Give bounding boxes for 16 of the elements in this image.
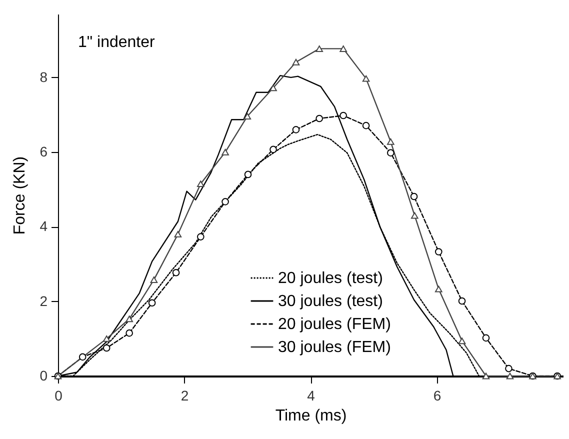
y-tick-label: 0 bbox=[40, 368, 48, 384]
y-tick-label: 6 bbox=[40, 144, 48, 160]
y-tick-label: 8 bbox=[40, 68, 48, 85]
y-axis-title: Force (KN) bbox=[12, 156, 29, 235]
legend-label: 30 joules (FEM) bbox=[278, 339, 391, 356]
legend-label: 20 joules (test) bbox=[278, 270, 383, 287]
x-tick-label: 4 bbox=[307, 388, 316, 404]
x-tick-label: 0 bbox=[54, 388, 63, 404]
legend-label: 20 joules (FEM) bbox=[278, 316, 391, 333]
x-axis-title: Time (ms) bbox=[275, 408, 347, 424]
annotation: 1" indenter bbox=[78, 34, 156, 51]
x-tick-label: 6 bbox=[433, 388, 442, 404]
y-tick-label: 4 bbox=[40, 218, 48, 234]
y-tick-label: 2 bbox=[40, 292, 48, 309]
x-tick-label: 2 bbox=[180, 388, 189, 404]
legend-label: 30 joules (test) bbox=[278, 293, 383, 310]
